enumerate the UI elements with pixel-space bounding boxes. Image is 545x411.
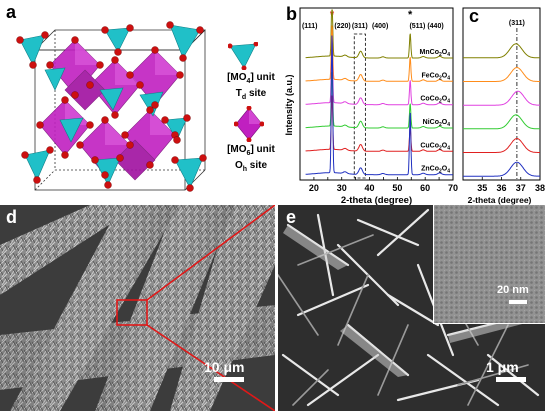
peak-label-b: (111)	[302, 23, 318, 30]
peak-label-c: (311)	[509, 20, 525, 27]
x-tick-label-b: 30	[337, 183, 347, 193]
scale-bar-d	[214, 377, 244, 382]
crystal-structure-illustration	[16, 21, 207, 192]
peak-label-b: (311)	[352, 23, 368, 30]
tetrahedron-legend-icon	[228, 42, 258, 70]
tem-inset: 20 nm	[433, 205, 545, 324]
series-label-b: FeCo2O4	[421, 72, 450, 81]
x-tick-label-c: 38	[535, 183, 545, 193]
x-axis-label-b: 2-theta (degree)	[341, 195, 412, 205]
series-line-b	[305, 25, 453, 82]
series-line-b	[305, 95, 453, 152]
panel-d-sem-image: d 10 μm	[0, 205, 275, 411]
series-line-b	[305, 72, 453, 129]
panel-c-letter: c	[469, 6, 479, 26]
series-line-c	[463, 90, 540, 106]
panel-a: a	[0, 0, 280, 200]
sem-fiber-texture	[0, 205, 275, 411]
x-tick-label-b: 70	[448, 183, 458, 193]
zoom-connector-top	[146, 205, 275, 301]
x-tick-label-c: 37	[516, 183, 526, 193]
series-label-b: NiCo2O4	[423, 119, 451, 128]
tem-lattice-texture	[434, 205, 545, 323]
scale-label-e: 1 μm	[486, 359, 519, 375]
series-line-c	[463, 43, 540, 59]
x-axis-label-c: 2-theta (degree)	[468, 195, 532, 205]
series-label-b: ZnCo2O4	[421, 166, 450, 175]
zoom-region-b	[353, 33, 366, 179]
x-tick-label-b: 60	[420, 183, 430, 193]
series-line-b	[305, 35, 453, 176]
peak-label-b: (511) (440)	[409, 23, 443, 30]
series-line-b	[305, 48, 453, 106]
series-label-b: MnCo2O4	[420, 49, 451, 58]
peak-label-b: (220)	[334, 23, 350, 30]
scale-label-d: 10 μm	[204, 359, 245, 375]
plot-frame-b	[299, 7, 454, 181]
x-tick-label-b: 20	[309, 183, 319, 193]
series-line-c	[463, 161, 541, 177]
xrd-chart-b: b Intensity (a.u.) 20 30 40 50 60 70 2-theta (de…	[284, 4, 458, 205]
series-line-c	[463, 66, 540, 82]
series-line-b	[305, 9, 453, 59]
panel-e-letter: e	[286, 207, 297, 227]
panel-b-letter: b	[286, 4, 297, 24]
x-tick-label-b: 50	[392, 183, 402, 193]
substrate-marker-b: *	[408, 9, 413, 21]
x-tick-label-b: 40	[365, 183, 375, 193]
inset-scale-bar	[509, 300, 527, 304]
series-line-c	[463, 137, 540, 153]
oh-site-label: [MO6] unit Oh site	[227, 144, 275, 173]
peak-label-b: (400)	[372, 23, 388, 30]
series-label-b: CoCo2O4	[420, 96, 450, 105]
panel-a-letter: a	[6, 2, 17, 22]
td-site-label: [MO4] unit Td site	[227, 72, 275, 101]
panel-d-letter: d	[6, 207, 17, 227]
xrd-chart-c-zoom: c 35 36 37 382-theta (degree) (311)	[462, 6, 545, 205]
y-axis-label-b: Intensity (a.u.)	[284, 74, 294, 135]
series-line-c	[463, 114, 540, 130]
zoom-region-box	[116, 299, 148, 326]
plot-frame-c	[462, 7, 541, 181]
scale-bar-e	[496, 377, 526, 382]
zoom-connector-bottom	[146, 324, 275, 411]
octahedron-legend-icon	[234, 106, 264, 142]
x-tick-label-c: 35	[477, 183, 487, 193]
panel-e-sem-image: 20 nm e 1 μm	[278, 205, 545, 411]
inset-scale-label: 20 nm	[497, 284, 529, 296]
series-label-b: CuCo2O4	[420, 142, 450, 151]
x-tick-label-c: 36	[496, 183, 506, 193]
